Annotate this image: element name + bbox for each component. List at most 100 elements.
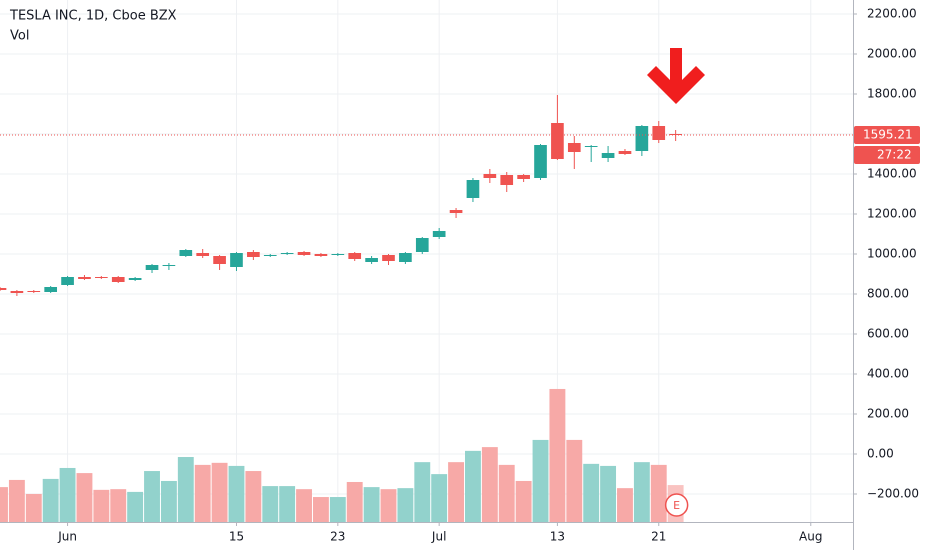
candle-body xyxy=(567,143,581,152)
volume-bar xyxy=(549,388,566,522)
volume-bar xyxy=(346,481,363,522)
candle-body xyxy=(483,174,497,178)
volume-bar xyxy=(110,489,127,522)
volume-bar xyxy=(8,479,25,522)
y-tick-label: −200.00 xyxy=(867,487,919,501)
candle-body xyxy=(382,255,395,261)
volume-bar xyxy=(59,467,76,522)
y-tick-label: 200.00 xyxy=(867,407,909,421)
volume-bar xyxy=(414,462,431,522)
y-tick-label: 600.00 xyxy=(867,327,909,341)
last-price-box xyxy=(854,125,920,144)
volume-bar xyxy=(245,471,262,522)
volume-bar xyxy=(279,486,296,522)
y-tick-label: 1200.00 xyxy=(867,207,917,221)
candle-body xyxy=(534,145,547,178)
candle-body xyxy=(331,254,345,255)
volume-bar xyxy=(481,447,498,522)
candle-body xyxy=(196,253,210,256)
event-marker xyxy=(664,493,689,517)
volume-bar xyxy=(25,493,42,522)
candle-body xyxy=(95,277,108,278)
volume-layer xyxy=(0,388,684,522)
chart-title: TESLA INC, 1D, Cboe BZX xyxy=(9,9,177,24)
volume-bar xyxy=(363,487,380,522)
candle-body xyxy=(601,153,615,158)
candle-body xyxy=(652,126,666,140)
candle-body xyxy=(584,146,598,147)
x-tick-label: Jul xyxy=(431,530,446,544)
candle-body xyxy=(466,180,480,198)
volume-bar xyxy=(76,473,93,522)
candle-body xyxy=(10,291,24,293)
candle-body xyxy=(635,126,649,151)
x-tick-label: 23 xyxy=(330,530,345,544)
volume-bar xyxy=(633,462,650,522)
x-tick-label: Aug xyxy=(799,530,822,544)
countdown-label: 27:22 xyxy=(877,147,912,161)
candle-body xyxy=(44,287,58,292)
candle-body xyxy=(78,277,91,279)
candle-body xyxy=(61,277,74,285)
candle-body xyxy=(297,252,311,255)
y-tick-label: 1000.00 xyxy=(867,247,917,261)
x-tick-label: 13 xyxy=(550,530,565,544)
candle-body xyxy=(618,151,632,154)
y-tick-label: 1400.00 xyxy=(867,167,917,181)
candle-body xyxy=(449,210,463,213)
volume-label: Vol xyxy=(10,29,29,44)
candle-body xyxy=(263,255,277,256)
down-arrow xyxy=(647,48,705,104)
candle-body xyxy=(128,278,142,280)
candle-body xyxy=(247,252,260,257)
volume-bar xyxy=(532,439,549,522)
y-tick-label: 2200.00 xyxy=(867,7,917,21)
candle-body xyxy=(314,254,328,256)
y-tick-label: 0.00 xyxy=(867,447,894,461)
volume-bar xyxy=(617,488,633,522)
candle-body xyxy=(111,277,125,282)
candle-body xyxy=(230,253,243,267)
volume-bar xyxy=(329,497,346,522)
volume-bar xyxy=(566,439,583,522)
y-tick-label: 2000.00 xyxy=(867,47,917,61)
y-tick-label: 400.00 xyxy=(867,367,909,381)
axes: 2200.002000.001800.001600.001400.001200.… xyxy=(0,7,920,544)
candle-body xyxy=(0,288,7,290)
volume-bar xyxy=(515,480,532,522)
volume-bar xyxy=(160,480,177,522)
volume-bar xyxy=(262,486,279,522)
volume-bar xyxy=(177,457,194,522)
candle-body xyxy=(551,123,564,159)
volume-bar xyxy=(296,489,312,522)
candle-body xyxy=(145,265,159,270)
candle-body xyxy=(399,253,412,262)
volume-bar xyxy=(583,463,600,522)
volume-bar xyxy=(380,489,397,522)
candle-body xyxy=(213,256,226,264)
volume-bar xyxy=(127,491,144,522)
y-tick-label: 1800.00 xyxy=(867,87,917,101)
event-marker-label: E xyxy=(673,499,680,512)
volume-bar xyxy=(0,487,8,522)
candle-body xyxy=(179,250,193,256)
volume-bar xyxy=(144,471,160,522)
last-price-label: 1595.21 xyxy=(863,127,913,141)
candle-body xyxy=(500,175,514,185)
volume-bar xyxy=(650,464,667,522)
volume-bar xyxy=(312,497,329,522)
volume-bar xyxy=(465,450,481,522)
volume-bar xyxy=(211,462,228,522)
y-tick-label: 800.00 xyxy=(867,287,909,301)
volume-bar xyxy=(431,474,448,522)
candle-layer xyxy=(0,95,682,296)
candle-body xyxy=(365,258,378,262)
candle-body xyxy=(432,231,446,237)
volume-bar xyxy=(42,478,59,522)
candle-body xyxy=(280,253,294,254)
x-tick-label: 21 xyxy=(651,530,666,544)
candle-body xyxy=(517,175,530,179)
volume-bar xyxy=(600,465,617,522)
volume-bar xyxy=(93,489,110,522)
